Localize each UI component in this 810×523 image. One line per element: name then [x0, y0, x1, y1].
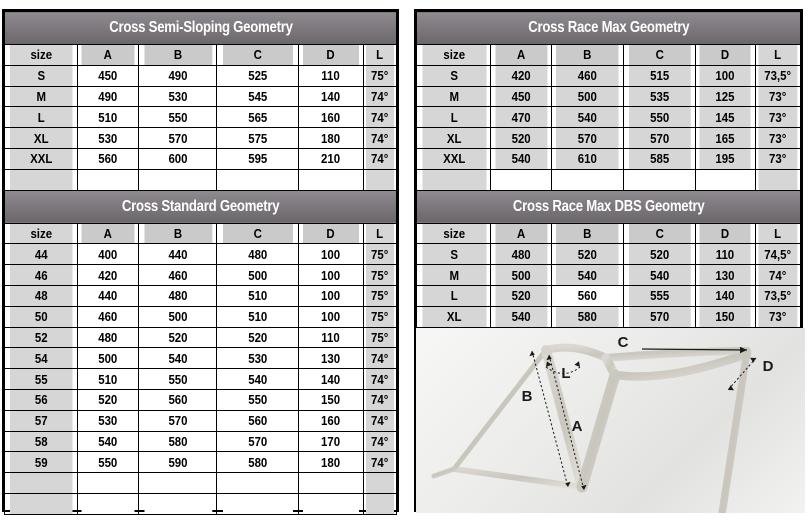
- svg-text:C: C: [618, 334, 629, 351]
- svg-text:A: A: [572, 418, 583, 435]
- svg-text:B: B: [522, 388, 533, 405]
- svg-text:L: L: [561, 365, 570, 382]
- svg-text:D: D: [763, 358, 774, 375]
